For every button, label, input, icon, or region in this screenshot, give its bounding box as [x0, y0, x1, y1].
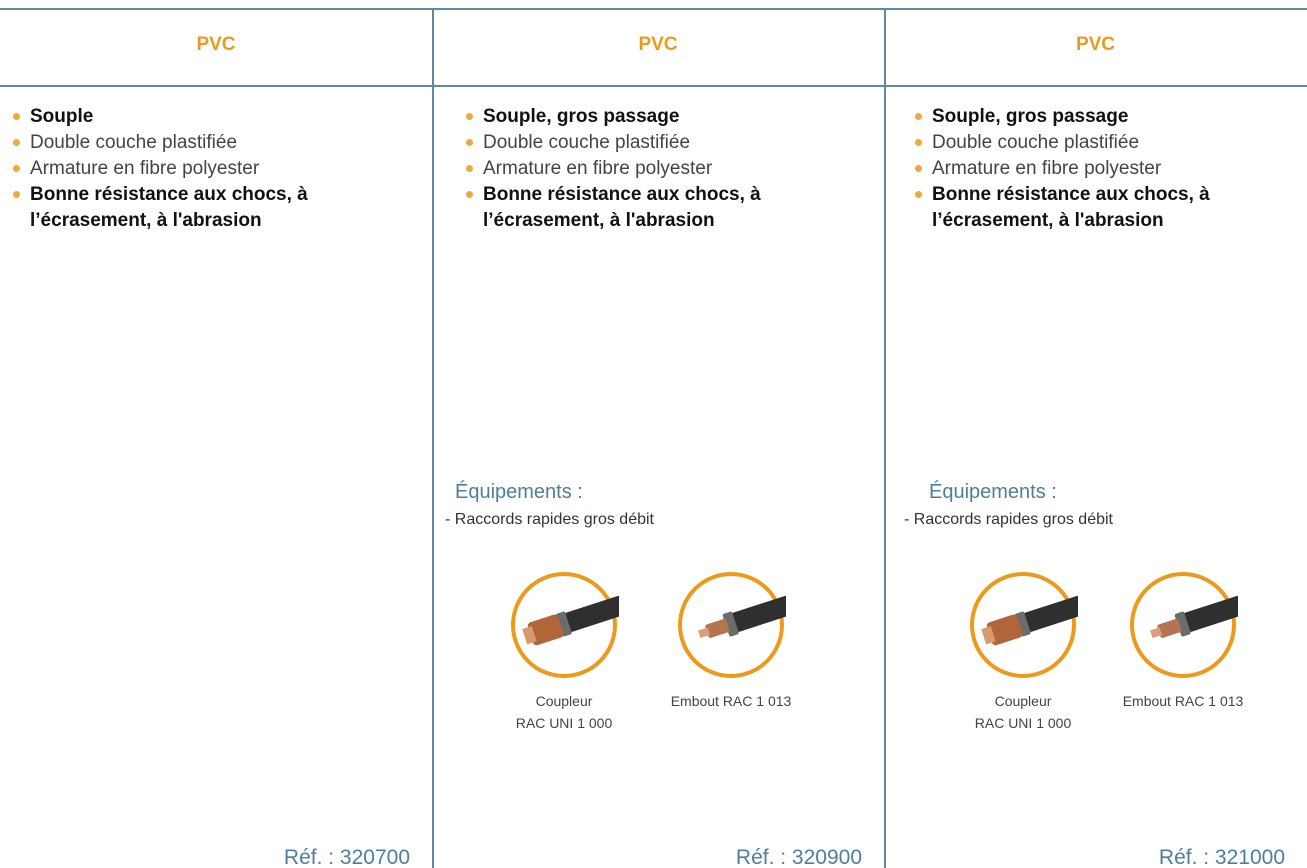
product-caption: Coupleur [994, 693, 1052, 709]
equipment-title: Équipements : [929, 481, 1057, 503]
column-header: PVC [638, 34, 678, 55]
feature: Armature en fibre polyester [12, 156, 412, 182]
feature: Double couche plastifiée [12, 130, 412, 156]
top-rule [0, 8, 1307, 10]
reference: Réf. : 320900 [735, 846, 862, 868]
product: Embout RAC 1 013 [1108, 570, 1258, 712]
product: Embout RAC 1 013 [656, 570, 806, 712]
product-caption: Embout RAC 1 013 [670, 693, 792, 709]
column-header: PVC [1075, 34, 1116, 55]
equipment-item: - Raccords rapides gros débit [904, 511, 1113, 528]
feature: Double couche plastifiée [914, 130, 1287, 156]
header-rule [0, 85, 1307, 87]
column: PVC Souple, gros passage Double couche pla… [884, 0, 1307, 868]
product-photo [1130, 572, 1238, 678]
product: Coupleur RAC UNI 1 000 [489, 570, 639, 734]
product-photo [970, 572, 1078, 678]
column-divider [432, 8, 434, 868]
product-caption: RAC UNI 1 000 [515, 715, 613, 731]
feature: Souple [12, 104, 412, 130]
reference: Réf. : 320700 [283, 846, 410, 868]
feature-list: Souple Double couche plastifiée Armature e… [12, 104, 412, 234]
product-caption: RAC UNI 1 000 [974, 715, 1072, 731]
feature-list: Souple, gros passage Double couche plasti… [465, 104, 864, 234]
equipment-item: - Raccords rapides gros débit [445, 511, 654, 528]
feature: Armature en fibre polyester [914, 156, 1287, 182]
column-divider [884, 8, 886, 868]
feature: Double couche plastifiée [465, 130, 864, 156]
column: PVC Souple Double couche plastifiée Armatur… [0, 0, 432, 868]
product-photo [678, 572, 786, 678]
column: PVC Souple, gros passage Double couche pla… [432, 0, 884, 868]
column-header: PVC [196, 34, 236, 55]
feature: Bonne résistance aux chocs, à l’écraseme… [914, 182, 1287, 234]
product-caption: Embout RAC 1 013 [1122, 693, 1244, 709]
feature-list: Souple, gros passage Double couche plasti… [914, 104, 1287, 234]
reference: Réf. : 321000 [1158, 846, 1285, 868]
feature: Souple, gros passage [465, 104, 864, 130]
product-photo [511, 572, 619, 678]
feature: Armature en fibre polyester [465, 156, 864, 182]
product: Coupleur RAC UNI 1 000 [948, 570, 1098, 734]
product-caption: Coupleur [535, 693, 593, 709]
feature: Bonne résistance aux chocs, à l’écraseme… [12, 182, 412, 234]
equipment-title: Équipements : [455, 481, 583, 503]
feature: Souple, gros passage [914, 104, 1287, 130]
feature: Bonne résistance aux chocs, à l’écraseme… [465, 182, 864, 234]
